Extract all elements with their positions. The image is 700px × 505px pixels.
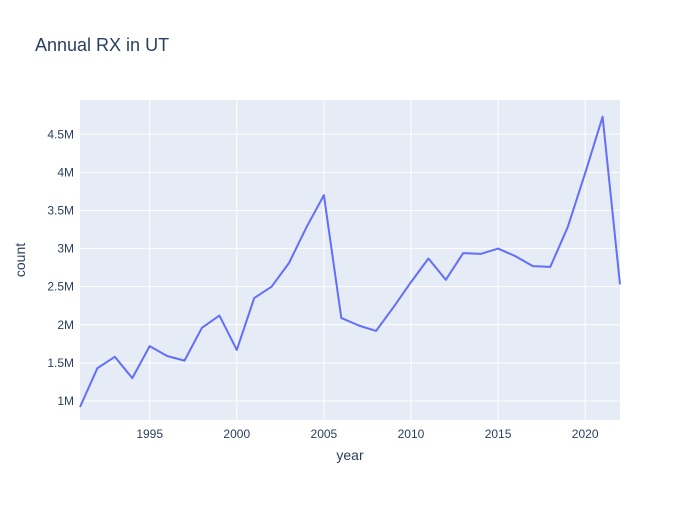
y-tick-label: 2.5M [47, 280, 74, 294]
series-line [79, 115, 621, 408]
x-tick-label: 1995 [136, 427, 163, 441]
y-tick-label: 4.5M [47, 127, 74, 141]
y-tick-label: 2M [57, 318, 74, 332]
y-tick-label: 3M [57, 242, 74, 256]
x-tick-label: 2010 [398, 427, 425, 441]
chart-title: Annual RX in UT [35, 35, 169, 55]
x-axis-title: year [336, 447, 364, 463]
y-tick-label: 1M [57, 394, 74, 408]
y-tick-label: 1.5M [47, 356, 74, 370]
grid-lines [80, 100, 620, 420]
x-tick-label: 2005 [311, 427, 338, 441]
plot-area [80, 100, 620, 420]
x-tick-label: 2015 [485, 427, 512, 441]
x-tick-label: 2000 [223, 427, 250, 441]
series-layer [79, 115, 621, 408]
x-tick-label: 2020 [572, 427, 599, 441]
y-axis-title: count [12, 243, 28, 277]
y-tick-label: 4M [57, 165, 74, 179]
tick-labels: 1995 2000 2005 2010 2015 2020 1M 1.5M 2M 2.5M 3M 3.… [47, 127, 599, 441]
y-tick-label: 3.5M [47, 203, 74, 217]
